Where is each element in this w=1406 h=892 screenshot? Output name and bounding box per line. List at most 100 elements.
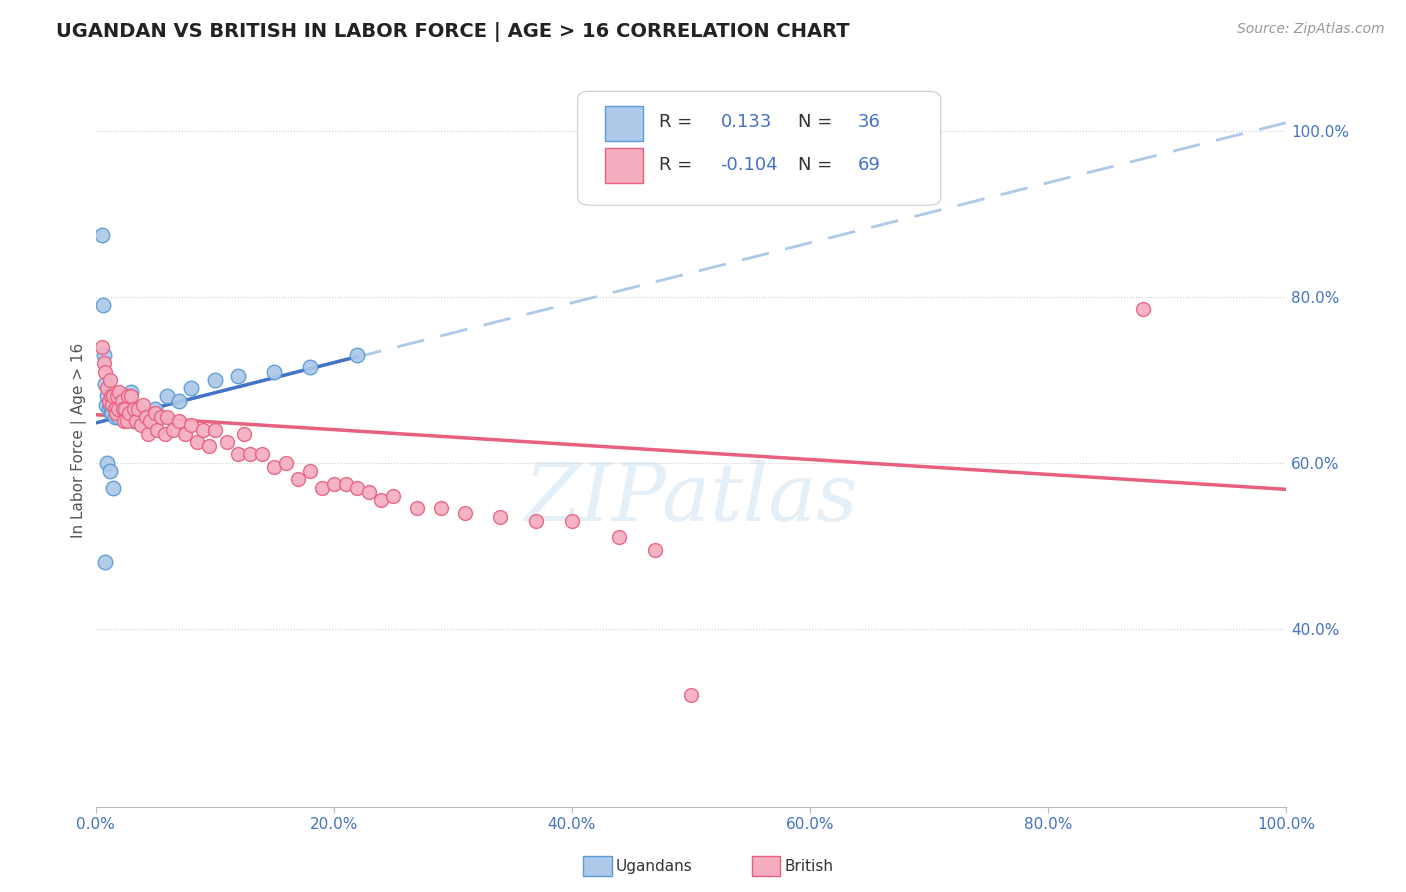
Point bbox=[111, 401, 134, 416]
Point bbox=[263, 365, 285, 379]
Point bbox=[335, 476, 357, 491]
Text: ZIPatlas: ZIPatlas bbox=[524, 460, 858, 538]
Point bbox=[104, 406, 127, 420]
Point bbox=[107, 401, 129, 416]
FancyBboxPatch shape bbox=[605, 148, 643, 183]
Point bbox=[104, 401, 127, 416]
Point bbox=[162, 423, 184, 437]
Point bbox=[96, 456, 118, 470]
Point bbox=[274, 456, 297, 470]
Point bbox=[96, 381, 118, 395]
Point bbox=[108, 385, 131, 400]
Point bbox=[228, 368, 250, 383]
Point bbox=[382, 489, 405, 503]
Point bbox=[406, 501, 429, 516]
Point bbox=[114, 401, 136, 416]
Point bbox=[118, 389, 141, 403]
Point bbox=[679, 688, 702, 702]
Point bbox=[524, 514, 547, 528]
Point bbox=[108, 389, 131, 403]
Point bbox=[186, 435, 208, 450]
Text: N =: N = bbox=[797, 113, 838, 131]
Point bbox=[143, 401, 166, 416]
Point bbox=[132, 398, 155, 412]
Point bbox=[239, 448, 262, 462]
Point bbox=[112, 414, 135, 428]
Point bbox=[98, 398, 121, 412]
Point bbox=[129, 418, 152, 433]
Point bbox=[153, 426, 176, 441]
Point bbox=[167, 393, 190, 408]
Point bbox=[96, 398, 118, 412]
Point bbox=[91, 298, 114, 312]
Point bbox=[143, 406, 166, 420]
Point bbox=[644, 542, 666, 557]
Point bbox=[98, 373, 121, 387]
Point bbox=[90, 340, 112, 354]
Point bbox=[135, 410, 157, 425]
Text: -0.104: -0.104 bbox=[720, 156, 778, 174]
Point bbox=[111, 389, 134, 403]
Point bbox=[94, 365, 117, 379]
Point bbox=[359, 484, 381, 499]
Point bbox=[104, 410, 127, 425]
Point bbox=[127, 406, 149, 420]
Point bbox=[1132, 302, 1154, 317]
Point bbox=[489, 509, 512, 524]
Point bbox=[107, 410, 129, 425]
Point bbox=[114, 398, 136, 412]
Point bbox=[311, 481, 333, 495]
Point bbox=[103, 481, 125, 495]
Point bbox=[146, 423, 169, 437]
Point bbox=[117, 389, 139, 403]
Point bbox=[101, 398, 124, 412]
Point bbox=[298, 360, 321, 375]
Point bbox=[97, 393, 120, 408]
Point bbox=[228, 448, 250, 462]
Point bbox=[94, 376, 117, 391]
Point bbox=[204, 423, 226, 437]
Text: R =: R = bbox=[658, 113, 697, 131]
Point bbox=[111, 393, 134, 408]
FancyBboxPatch shape bbox=[605, 106, 643, 141]
Point bbox=[103, 389, 125, 403]
Point bbox=[105, 389, 128, 403]
Point bbox=[298, 464, 321, 478]
Point bbox=[100, 406, 122, 420]
Point bbox=[97, 401, 120, 416]
Point bbox=[607, 531, 630, 545]
Text: British: British bbox=[785, 859, 834, 873]
Point bbox=[191, 423, 214, 437]
Text: R =: R = bbox=[658, 156, 697, 174]
Point bbox=[204, 373, 226, 387]
Point bbox=[93, 348, 115, 362]
Point bbox=[139, 414, 162, 428]
Point bbox=[180, 418, 202, 433]
Point bbox=[197, 439, 219, 453]
Text: Ugandans: Ugandans bbox=[616, 859, 693, 873]
Point bbox=[173, 426, 195, 441]
Point bbox=[215, 435, 238, 450]
Text: 0.133: 0.133 bbox=[720, 113, 772, 131]
Point bbox=[322, 476, 344, 491]
Point bbox=[287, 472, 309, 486]
Point bbox=[103, 389, 125, 403]
Point bbox=[94, 555, 117, 569]
Point bbox=[346, 481, 368, 495]
Text: N =: N = bbox=[797, 156, 838, 174]
Point bbox=[453, 506, 475, 520]
Point bbox=[370, 493, 392, 508]
Point bbox=[96, 389, 118, 403]
Text: 36: 36 bbox=[858, 113, 880, 131]
Point bbox=[101, 406, 124, 420]
Point bbox=[263, 459, 285, 474]
Point bbox=[150, 410, 173, 425]
Point bbox=[125, 414, 148, 428]
Point bbox=[120, 385, 142, 400]
Point bbox=[127, 401, 149, 416]
Point bbox=[118, 406, 141, 420]
Point bbox=[100, 389, 122, 403]
Point bbox=[104, 401, 127, 416]
Text: UGANDAN VS BRITISH IN LABOR FORCE | AGE > 16 CORRELATION CHART: UGANDAN VS BRITISH IN LABOR FORCE | AGE … bbox=[56, 22, 849, 42]
Point bbox=[252, 448, 274, 462]
